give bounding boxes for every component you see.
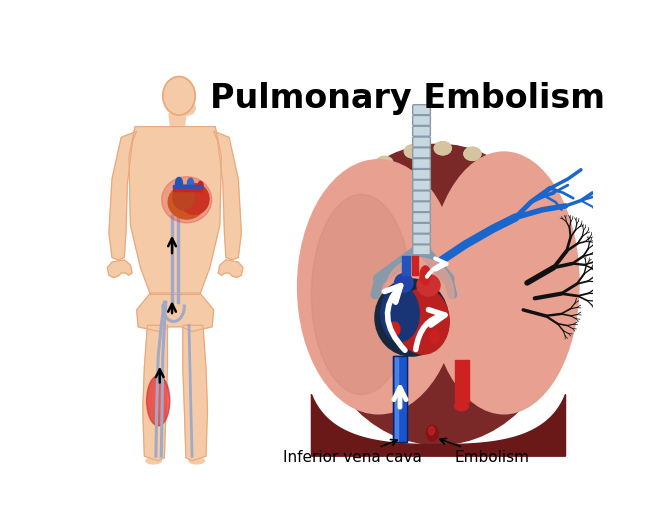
Ellipse shape [492, 161, 508, 175]
Ellipse shape [428, 426, 435, 435]
FancyBboxPatch shape [412, 234, 430, 244]
Polygon shape [137, 293, 214, 332]
Polygon shape [393, 356, 407, 442]
FancyBboxPatch shape [412, 213, 430, 223]
Ellipse shape [316, 233, 332, 246]
Polygon shape [311, 395, 566, 456]
FancyBboxPatch shape [412, 115, 430, 125]
Ellipse shape [375, 279, 448, 356]
Text: Inferior vena cava: Inferior vena cava [283, 440, 422, 465]
Ellipse shape [311, 144, 566, 445]
FancyBboxPatch shape [412, 126, 430, 136]
Ellipse shape [426, 425, 438, 441]
Ellipse shape [381, 286, 419, 341]
Polygon shape [173, 185, 202, 188]
Polygon shape [218, 260, 243, 278]
FancyBboxPatch shape [412, 159, 430, 169]
Ellipse shape [163, 77, 195, 115]
Ellipse shape [168, 185, 205, 219]
Ellipse shape [162, 177, 212, 223]
Ellipse shape [455, 402, 469, 411]
Ellipse shape [535, 211, 551, 223]
Ellipse shape [397, 289, 449, 354]
Ellipse shape [429, 152, 579, 414]
Ellipse shape [516, 183, 533, 196]
FancyBboxPatch shape [412, 245, 430, 255]
FancyBboxPatch shape [412, 105, 430, 115]
Ellipse shape [180, 101, 195, 115]
Ellipse shape [188, 178, 194, 189]
Ellipse shape [351, 176, 368, 189]
Polygon shape [173, 189, 202, 191]
Ellipse shape [417, 275, 440, 296]
Ellipse shape [330, 202, 347, 215]
FancyBboxPatch shape [412, 191, 430, 201]
Ellipse shape [385, 258, 454, 331]
Ellipse shape [405, 145, 421, 158]
Ellipse shape [535, 211, 551, 223]
Polygon shape [143, 325, 167, 461]
Ellipse shape [311, 194, 412, 395]
Polygon shape [183, 325, 208, 461]
FancyBboxPatch shape [412, 148, 430, 158]
FancyBboxPatch shape [412, 180, 430, 190]
Ellipse shape [464, 147, 481, 160]
Polygon shape [414, 106, 429, 248]
Ellipse shape [395, 273, 413, 292]
Ellipse shape [389, 322, 400, 336]
Polygon shape [412, 256, 418, 275]
Polygon shape [129, 126, 221, 295]
Polygon shape [109, 131, 137, 260]
Ellipse shape [376, 157, 393, 169]
Ellipse shape [146, 458, 161, 464]
Polygon shape [455, 360, 469, 402]
FancyBboxPatch shape [412, 169, 430, 179]
Ellipse shape [492, 161, 508, 175]
FancyBboxPatch shape [412, 137, 430, 147]
Ellipse shape [147, 376, 170, 426]
Ellipse shape [420, 266, 431, 285]
Ellipse shape [176, 177, 182, 190]
Ellipse shape [430, 331, 440, 343]
Ellipse shape [330, 202, 347, 215]
Ellipse shape [547, 243, 564, 256]
Polygon shape [214, 131, 241, 260]
Ellipse shape [180, 184, 209, 214]
FancyBboxPatch shape [412, 202, 430, 212]
Ellipse shape [189, 458, 204, 464]
Text: Pulmonary Embolism: Pulmonary Embolism [210, 82, 605, 115]
Ellipse shape [434, 142, 451, 155]
Ellipse shape [297, 160, 459, 414]
Polygon shape [403, 256, 410, 275]
Ellipse shape [434, 142, 451, 155]
Ellipse shape [405, 145, 421, 158]
Ellipse shape [351, 176, 368, 189]
Text: Embolism: Embolism [440, 439, 530, 465]
Ellipse shape [198, 181, 203, 192]
Ellipse shape [516, 183, 533, 196]
Ellipse shape [316, 233, 332, 246]
Ellipse shape [173, 185, 194, 210]
Polygon shape [169, 114, 186, 126]
Ellipse shape [376, 157, 393, 169]
Polygon shape [395, 356, 399, 442]
Polygon shape [107, 260, 132, 278]
Ellipse shape [153, 381, 167, 413]
Ellipse shape [464, 147, 481, 160]
Ellipse shape [547, 243, 564, 256]
FancyBboxPatch shape [412, 223, 430, 233]
